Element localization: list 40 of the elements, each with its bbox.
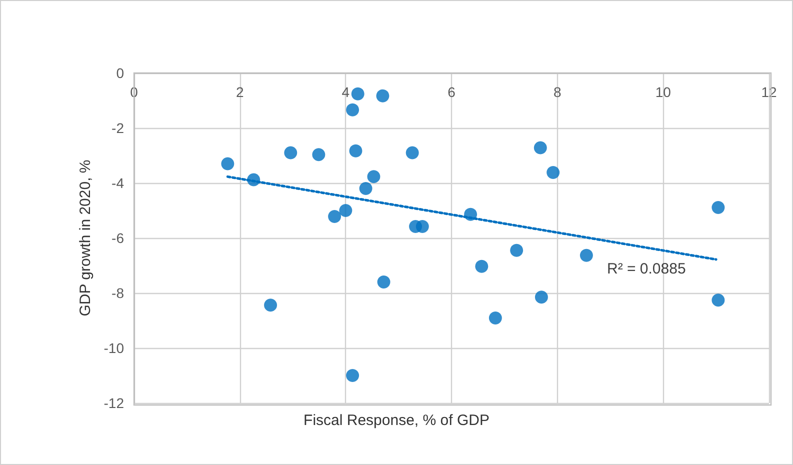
x-axis-title: Fiscal Response, % of GDP xyxy=(304,412,490,429)
point xyxy=(328,210,342,224)
point xyxy=(712,294,725,307)
y-tick-label: -10 xyxy=(104,340,124,356)
point xyxy=(221,157,234,170)
point xyxy=(534,290,548,304)
point xyxy=(367,170,380,184)
y-tick-label: -12 xyxy=(104,395,124,411)
point xyxy=(349,144,362,158)
point xyxy=(534,141,547,154)
point xyxy=(580,248,593,262)
point xyxy=(351,87,364,100)
y-tick-label: -2 xyxy=(112,120,124,136)
point xyxy=(546,166,560,180)
y-tick-label: -4 xyxy=(112,175,124,191)
x-tick-label: 4 xyxy=(342,84,350,100)
y-tick-label: -6 xyxy=(112,230,124,246)
point xyxy=(346,369,360,382)
point xyxy=(377,276,390,288)
y-tick-label: -8 xyxy=(112,285,124,301)
point xyxy=(312,148,326,162)
y-axis-title: GDP growth in 2020, % xyxy=(76,160,94,316)
point xyxy=(346,103,360,116)
point xyxy=(712,200,725,214)
point xyxy=(264,298,278,312)
point xyxy=(475,260,488,273)
point xyxy=(488,312,502,325)
point xyxy=(416,220,429,233)
point xyxy=(339,204,352,217)
x-tick-label: 6 xyxy=(448,84,456,100)
annotation: R² = 0.0885 xyxy=(607,260,686,278)
point xyxy=(406,146,419,160)
x-tick-label: 8 xyxy=(553,84,562,100)
x-tick-label: 10 xyxy=(655,84,672,100)
point xyxy=(510,244,524,257)
point xyxy=(284,146,298,160)
point xyxy=(359,182,372,195)
y-tick-label: 0 xyxy=(116,65,124,81)
point xyxy=(376,89,390,102)
x-tick-label: 2 xyxy=(236,84,244,100)
